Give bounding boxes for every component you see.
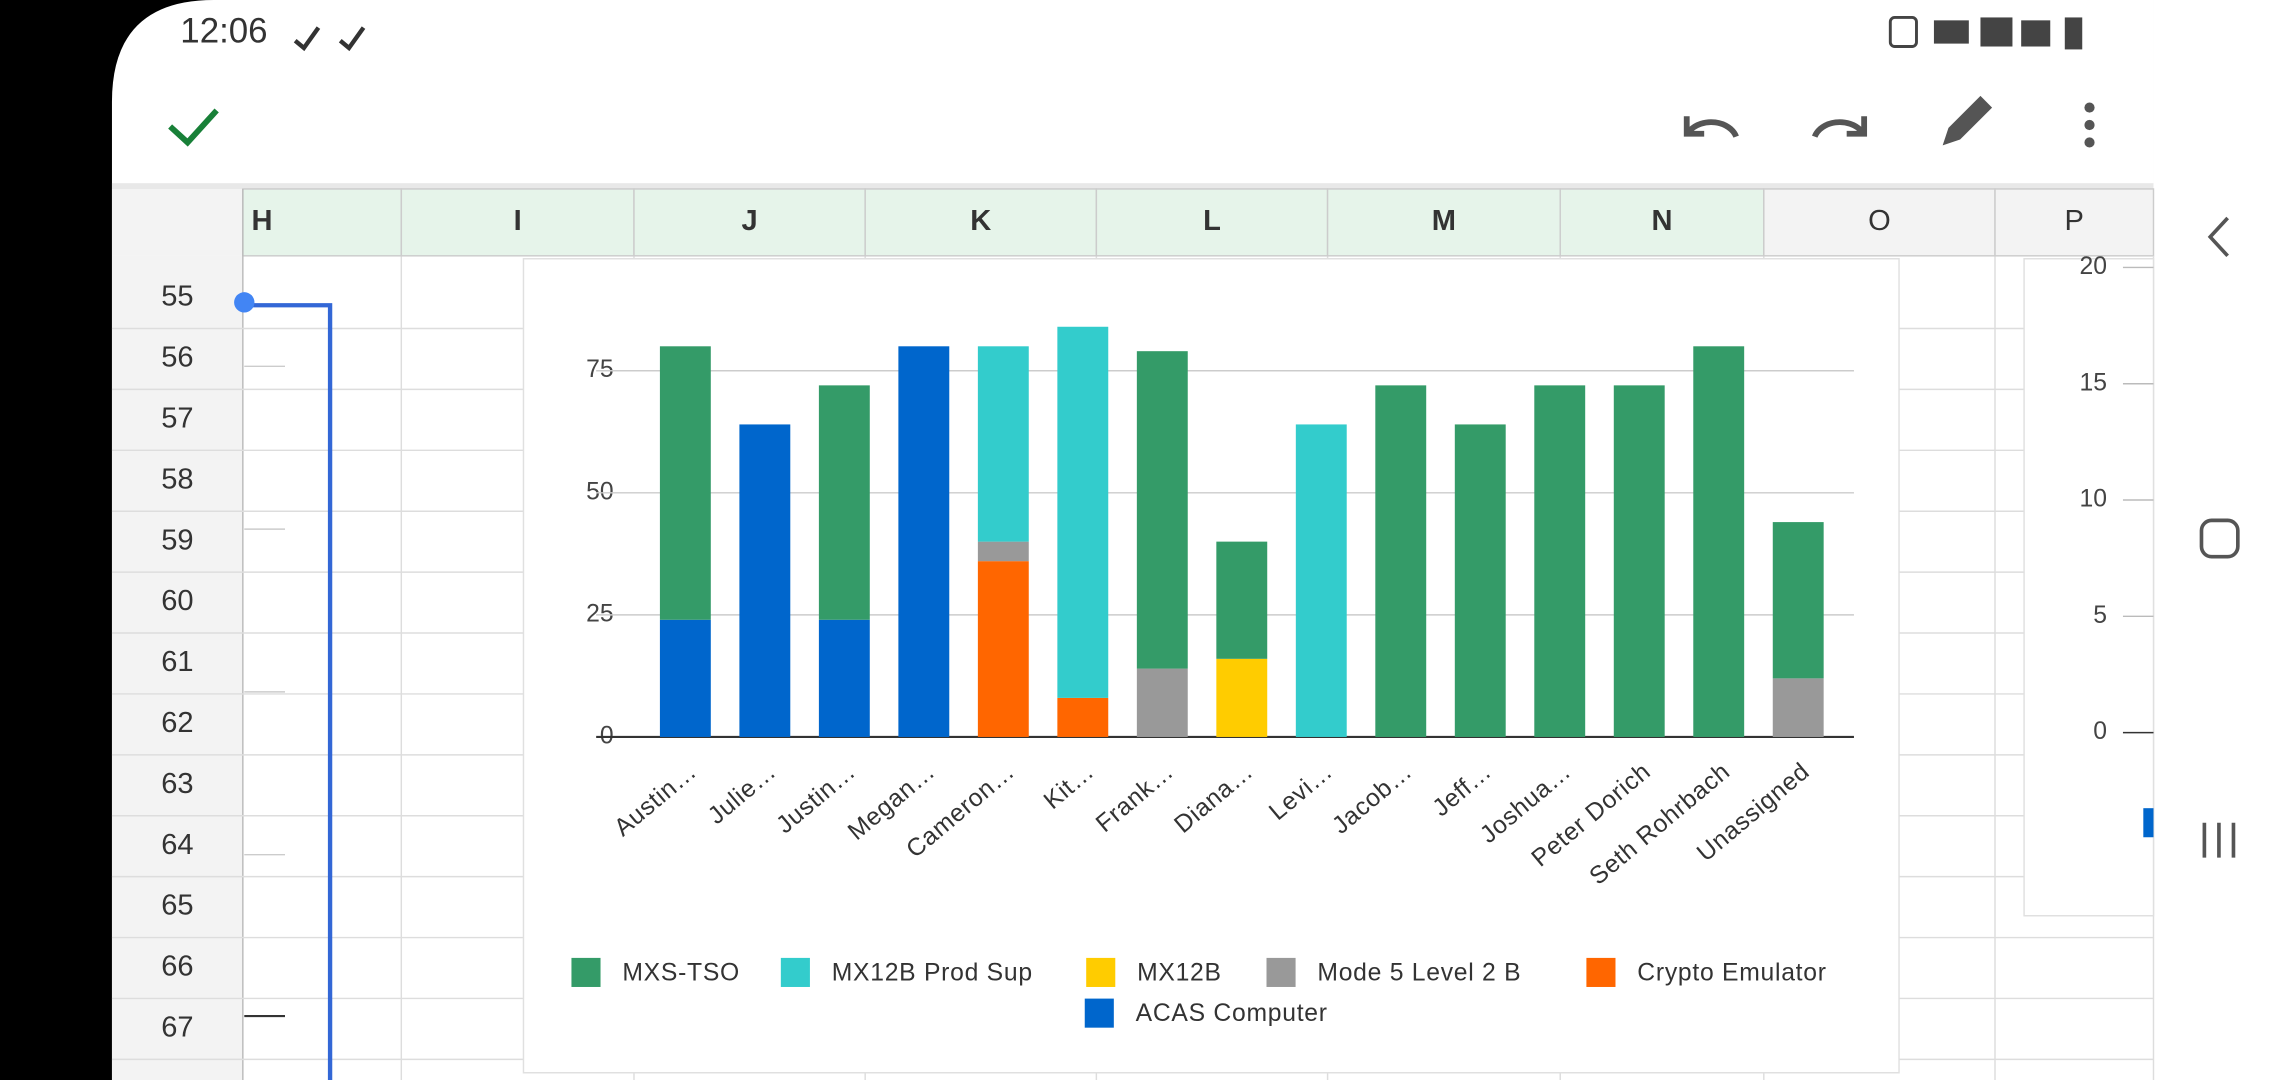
row-label: 66 — [161, 951, 193, 983]
selection-handle — [234, 292, 255, 313]
y-tick-label: 20 — [2079, 253, 2106, 280]
column-label: J — [741, 205, 757, 237]
column-header — [1994, 188, 2155, 257]
status-right-icons — [1888, 15, 2083, 50]
column-header — [1326, 188, 1561, 257]
legend-swatch — [1086, 957, 1116, 987]
bar-segment — [977, 346, 1029, 542]
side-chart-area — [2023, 258, 2155, 917]
bar-segment — [1136, 351, 1188, 669]
status-time: 12:06 — [180, 12, 267, 51]
bar-segment — [659, 346, 711, 620]
back-button[interactable] — [2207, 216, 2229, 258]
row-header-bg — [111, 255, 243, 1080]
bar-segment — [739, 424, 791, 737]
bar-segment — [818, 619, 870, 737]
edit-button[interactable] — [1942, 95, 1993, 146]
chart-area — [522, 258, 1900, 1074]
column-header — [400, 188, 635, 257]
row-label: 60 — [161, 585, 193, 617]
chart: 0255075Austin…Julie…Justin…Megan…Cameron… — [522, 253, 2155, 1074]
bar-segment — [1057, 697, 1109, 737]
row-label: 64 — [161, 829, 193, 861]
bar-segment — [1216, 541, 1268, 659]
legend-swatch — [780, 957, 810, 987]
row-label: 67 — [161, 1012, 193, 1044]
redo-button[interactable] — [1811, 116, 1868, 138]
row-label: 63 — [161, 768, 193, 800]
row-label: 56 — [161, 342, 193, 374]
y-tick-label: 10 — [2079, 486, 2106, 513]
legend-swatch — [1084, 998, 1114, 1028]
bar-segment — [1772, 522, 1824, 679]
row-label: 62 — [161, 707, 193, 739]
column-label: O — [1868, 205, 1891, 237]
bar-segment — [1216, 658, 1268, 737]
status-icons — [293, 26, 366, 52]
bar-segment — [1454, 424, 1506, 737]
y-tick-label: 5 — [2093, 602, 2107, 629]
bar-segment — [977, 541, 1029, 562]
y-tick-label: 50 — [586, 478, 613, 505]
recents-button[interactable] — [2202, 822, 2236, 858]
bar-segment — [977, 561, 1029, 737]
nav-bar — [2153, 0, 2280, 1080]
row-label: 57 — [161, 402, 193, 434]
legend-label: MX12B Prod Sup — [832, 959, 1033, 986]
done-button[interactable] — [168, 108, 219, 147]
bar-segment — [1375, 385, 1427, 737]
legend-swatch — [1266, 957, 1296, 987]
toolbar-shadow — [111, 183, 2154, 189]
selection-outline — [244, 303, 333, 1080]
row-label: 55 — [161, 281, 193, 313]
y-tick-label: 75 — [586, 356, 613, 383]
y-tick-label: 25 — [586, 600, 613, 627]
bar-segment — [659, 619, 711, 737]
row-label: 61 — [161, 646, 193, 678]
column-label: M — [1432, 205, 1456, 237]
column-header — [242, 188, 403, 257]
bar-segment — [1295, 424, 1347, 737]
column-header — [1763, 188, 1996, 257]
bar-segment — [898, 346, 950, 737]
legend-swatch — [1586, 957, 1616, 987]
column-header — [1095, 188, 1329, 257]
more-button[interactable] — [2084, 102, 2095, 148]
y-tick-label: 15 — [2079, 369, 2106, 396]
column-label: K — [970, 205, 991, 237]
bar-segment — [1136, 668, 1188, 737]
bar-segment — [1772, 678, 1824, 737]
column-header — [1559, 188, 1765, 257]
bar-segment — [1613, 385, 1665, 737]
column-label: N — [1652, 205, 1673, 237]
bar-segment — [818, 385, 870, 620]
row-label: 58 — [161, 463, 193, 495]
column-label: P — [2065, 205, 2084, 237]
row-label: 59 — [161, 524, 193, 556]
y-tick-label: 0 — [2093, 718, 2107, 745]
legend-swatch — [571, 957, 601, 987]
home-button[interactable] — [2199, 518, 2240, 559]
side-legend-swatch — [2143, 808, 2154, 838]
column-label: H — [252, 205, 273, 237]
undo-button[interactable] — [1683, 116, 1739, 138]
bar-segment — [1693, 346, 1745, 737]
column-header — [633, 188, 866, 257]
legend-label: Crypto Emulator — [1637, 959, 1826, 986]
column-label: I — [514, 205, 522, 237]
bar-segment — [1057, 326, 1109, 698]
legend-label: ACAS Computer — [1136, 1000, 1328, 1027]
legend-label: MX12B — [1137, 959, 1222, 986]
bar-segment — [1534, 385, 1586, 737]
column-label: L — [1203, 205, 1221, 237]
header-corner — [111, 188, 243, 256]
legend-label: Mode 5 Level 2 B — [1317, 959, 1521, 986]
row-label: 65 — [161, 890, 193, 922]
legend-label: MXS-TSO — [622, 959, 740, 986]
